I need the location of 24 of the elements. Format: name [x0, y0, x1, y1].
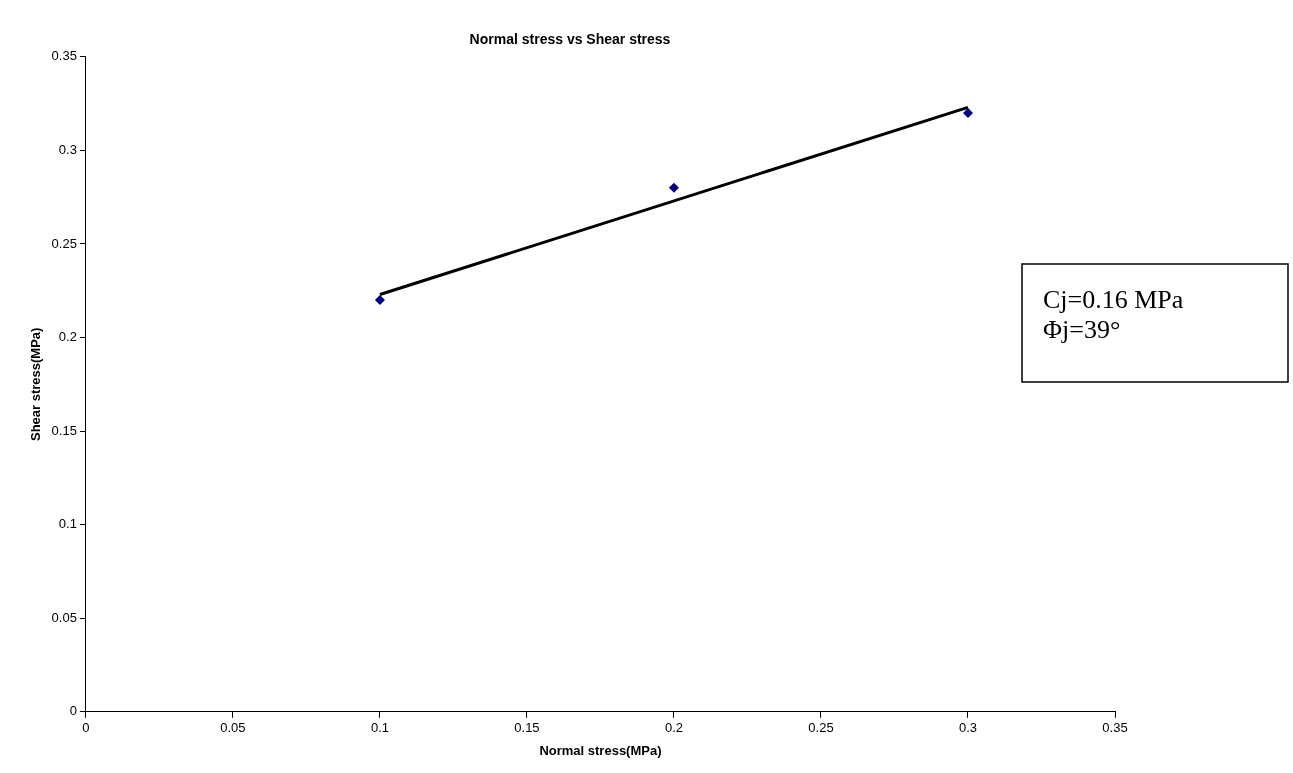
y-tick-label: 0.3	[58, 141, 77, 157]
x-tick-label: 0.15	[514, 720, 540, 736]
x-tick-label: 0.1	[370, 720, 389, 736]
annotation: Φj=39°	[1043, 315, 1121, 344]
x-tick-label: 0	[82, 720, 90, 736]
x-tick-label: 0.2	[664, 720, 683, 736]
annotation: Cj=0.16 MPa	[1043, 285, 1184, 314]
point	[962, 107, 973, 118]
y-tick-label: 0.05	[51, 609, 77, 625]
y-tick-label: 0.35	[51, 48, 77, 64]
x-tick-label: 0.25	[808, 720, 834, 736]
point	[668, 182, 679, 193]
x-tick-label: 0.05	[220, 720, 246, 736]
y-tick-label: 0.15	[51, 422, 77, 438]
y-tick-label: 0.25	[51, 235, 77, 251]
x-tick-label: 0.3	[958, 720, 978, 736]
y-tick-label: 0	[69, 703, 77, 719]
x-tick-label: 0.35	[1102, 720, 1128, 736]
y-tick-label: 0.2	[58, 329, 77, 345]
point	[374, 295, 385, 306]
y-tick-label: 0.1	[58, 516, 77, 532]
chart-title: Normal stress vs Shear stress	[469, 31, 671, 48]
y-axis-title: Shear stress(MPa)	[28, 327, 44, 442]
x-axis-title: Normal stress(MPa)	[539, 742, 662, 758]
